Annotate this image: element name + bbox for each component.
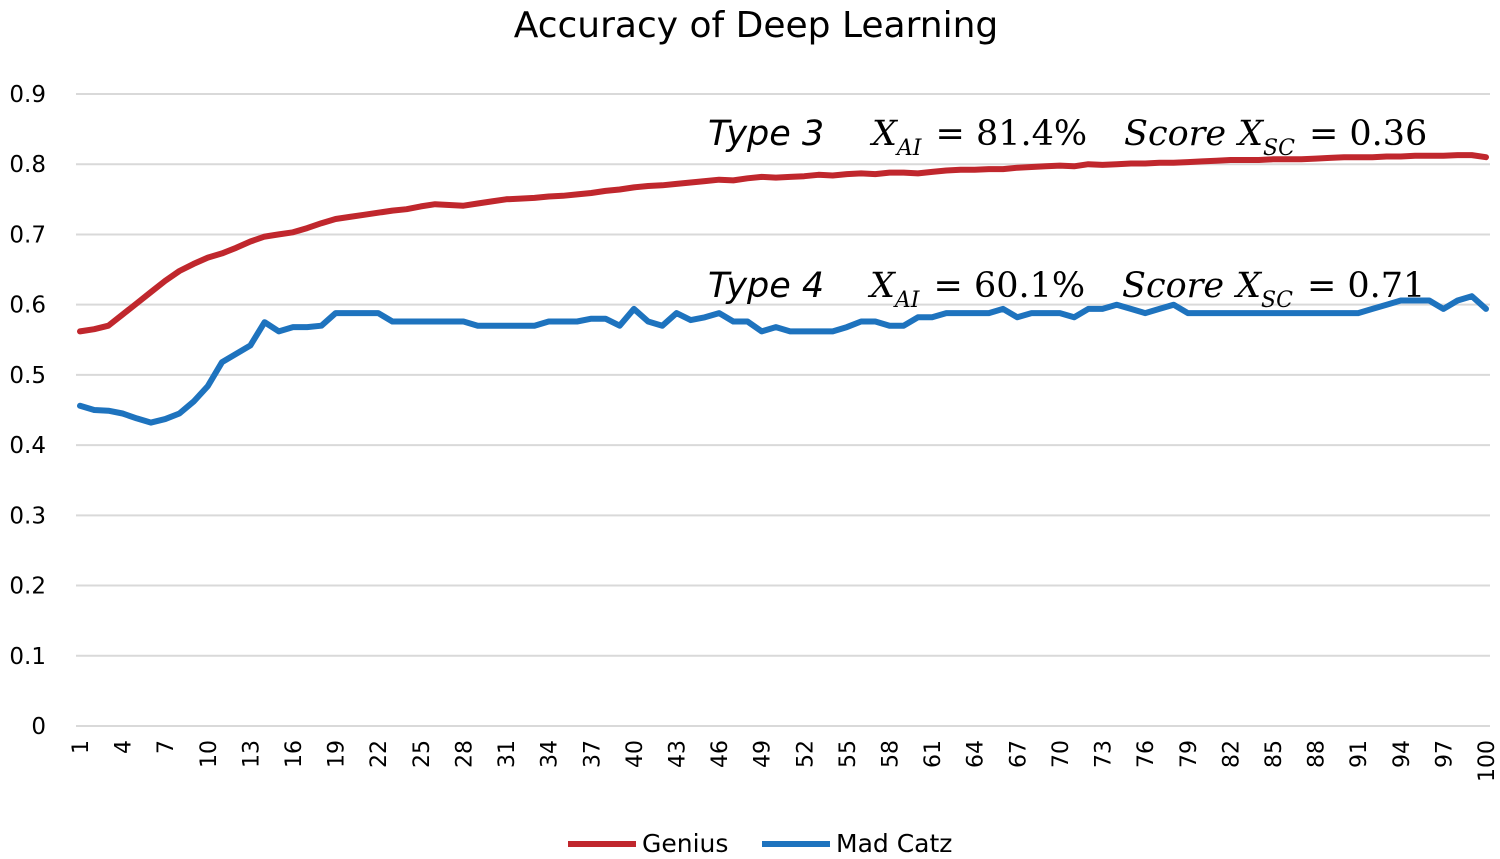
x-tick-label: 73 [1092,740,1117,768]
annotation-type-3-xsc-var: X [1235,114,1265,154]
x-tick-label: 46 [708,740,733,768]
y-tick-label: 0.3 [9,503,46,529]
chart-title: Accuracy of Deep Learning [514,5,999,46]
x-tick-label: 16 [282,740,307,768]
x-tick-label: 4 [112,740,137,754]
x-tick-label: 22 [367,740,392,768]
x-tick-label: 94 [1390,740,1415,768]
y-tick-label: 0.4 [9,433,46,459]
x-tick-label: 97 [1432,740,1457,768]
x-tick-label: 37 [580,740,605,768]
y-tick-label: 0.7 [9,222,46,248]
annotation-type-4: Type 4 XAI = 60.1% Score XSC = 0.71 [708,266,1425,313]
annotation-type-3-xsc-value: = 0.36 [1309,114,1427,154]
x-tick-label: 70 [1049,740,1074,768]
x-tick-label: 76 [1134,740,1159,768]
annotation-type-3-xai-var: X [869,114,899,154]
annotation-type-4-score-word: Score [1122,266,1224,306]
x-tick-label: 31 [495,740,520,768]
annotation-type-3-score-word: Score [1124,114,1226,154]
series-lines [77,152,1489,426]
x-tick-label: 82 [1219,740,1244,768]
y-tick-label: 0.9 [9,82,46,108]
x-tick-label: 58 [879,740,904,768]
annotation-type-4-xsc-value: = 0.71 [1307,266,1425,306]
x-tick-label: 79 [1177,740,1202,768]
x-tick-label: 49 [751,740,776,768]
y-axis-ticks: 0 0.1 0.2 0.3 0.4 0.5 0.6 0.7 0.8 0.9 [9,82,46,740]
annotation-type-3-xsc-sub: SC [1263,136,1295,161]
gridlines [76,93,1490,727]
legend-label-mad-catz: Mad Catz [836,829,952,858]
annotation-type-3-label: Type 3 [708,114,824,154]
legend: Genius Mad Catz [568,829,952,858]
annotation-type-4-xai-var: X [867,266,897,306]
x-tick-label: 34 [538,740,563,768]
x-tick-label: 55 [836,740,861,768]
annotation-type-4-xai-sub: AI [893,288,921,313]
annotation-type-4-xsc-var: X [1233,266,1263,306]
x-tick-label: 25 [410,740,435,768]
y-tick-label: 0.1 [9,644,46,670]
y-tick-label: 0.5 [9,363,46,389]
annotation-type-3: Type 3 XAI = 81.4% Score XSC = 0.36 [708,114,1427,161]
x-tick-label: 1 [69,740,94,754]
x-tick-label: 61 [921,740,946,768]
x-tick-label: 13 [239,740,264,768]
series-line-mad-catz [77,293,1489,426]
annotation-type-3-xai-value: = 81.4% [936,114,1088,154]
x-tick-label: 91 [1347,740,1372,768]
x-tick-label: 7 [154,740,179,754]
x-tick-label: 88 [1305,740,1330,768]
x-tick-label: 100 [1475,740,1500,782]
x-tick-label: 67 [1006,740,1031,768]
annotation-type-4-xsc-sub: SC [1261,288,1293,313]
annotation-type-3-xai-sub: AI [895,136,923,161]
annotation-type-4-xai-value: = 60.1% [934,266,1086,306]
annotation-type-4-label: Type 4 [708,266,824,306]
x-tick-label: 85 [1262,740,1287,768]
y-tick-label: 0.8 [9,152,46,178]
legend-label-genius: Genius [642,829,728,858]
y-tick-label: 0.2 [9,574,46,600]
y-tick-label: 0.6 [9,293,46,319]
series-line-genius [77,152,1489,335]
x-axis-ticks: 1 4 7 10 13 16 19 22 25 28 31 34 37 40 43 46 49 52 55 58 61 6… [69,740,1500,782]
y-tick-label: 0 [31,714,46,740]
x-tick-label: 40 [623,740,648,768]
x-tick-label: 43 [665,740,690,768]
x-tick-label: 10 [197,740,222,768]
x-tick-label: 19 [325,740,350,768]
x-tick-label: 28 [452,740,477,768]
x-tick-label: 52 [793,740,818,768]
x-tick-label: 64 [964,740,989,768]
